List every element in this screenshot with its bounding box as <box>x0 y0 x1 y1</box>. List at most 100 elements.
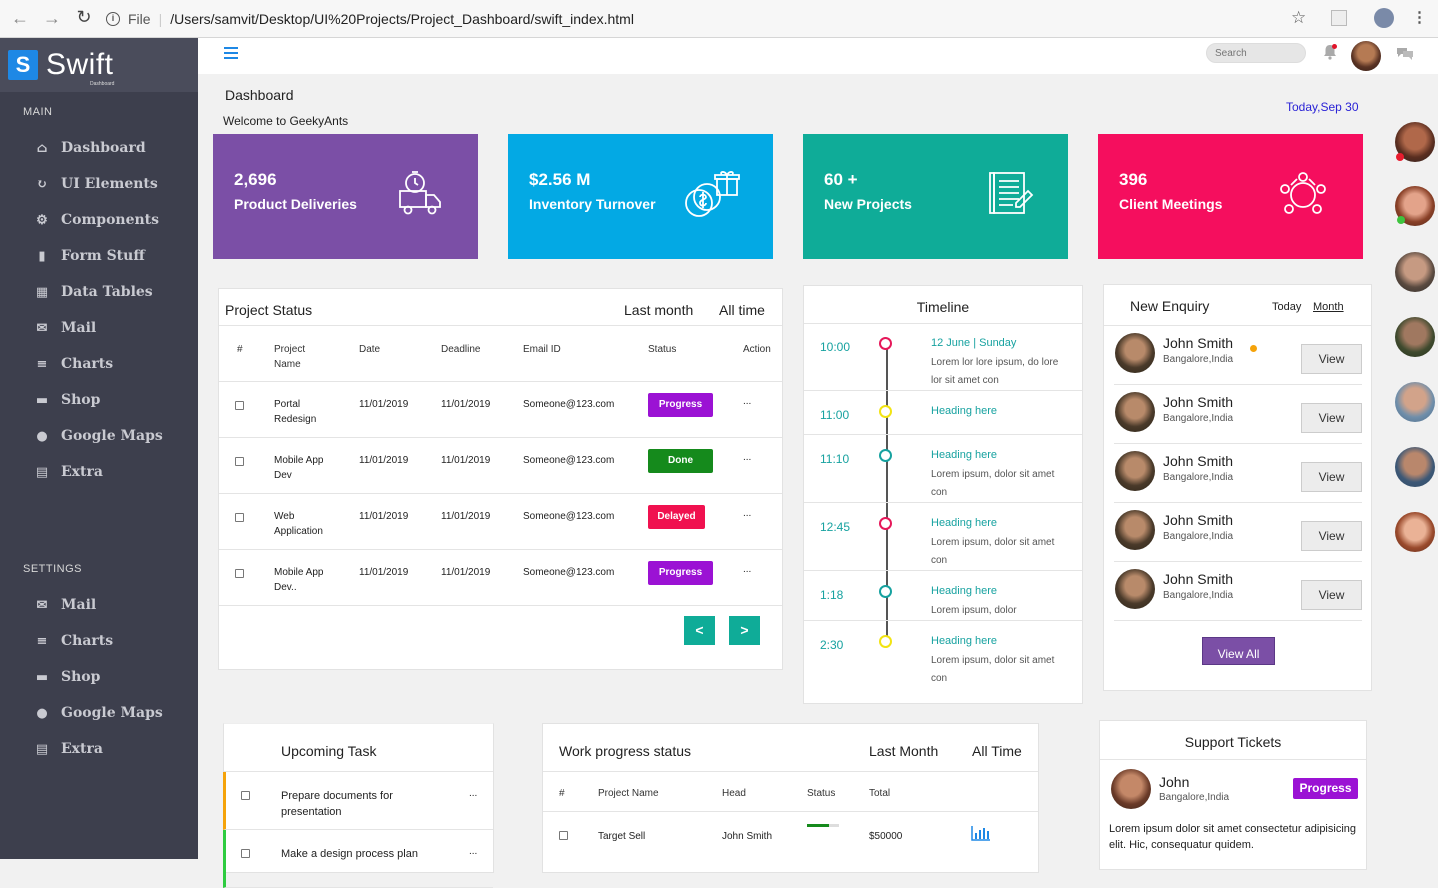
tab-last-month[interactable]: Last month <box>624 302 694 318</box>
extension-icon[interactable] <box>1331 10 1347 26</box>
card-icon: ▬ <box>35 670 49 685</box>
task-action-menu[interactable]: ... <box>469 788 478 799</box>
stat-value: 60 + <box>824 170 858 189</box>
online-user-avatar[interactable] <box>1395 252 1435 292</box>
star-icon[interactable]: ☆ <box>1291 8 1307 27</box>
user-avatar[interactable] <box>1351 41 1381 71</box>
online-user-avatar[interactable] <box>1395 447 1435 487</box>
online-user-avatar[interactable] <box>1395 317 1435 357</box>
tab-all-time[interactable]: All Time <box>972 743 1022 759</box>
sidebar: S Swift Dashboard MAIN ⌂ Dashboard ↻ UI Ele… <box>0 38 198 859</box>
enquiry-location: Bangalore,India <box>1163 354 1234 365</box>
stat-card-inventory-turnover[interactable]: $2.56 M Inventory Turnover <box>508 134 773 259</box>
row-action-menu[interactable]: ... <box>743 564 752 575</box>
row-checkbox[interactable] <box>235 457 244 466</box>
view-button[interactable]: View <box>1301 580 1362 610</box>
cell-date: 11/01/2019 <box>359 567 409 578</box>
panel-title: Upcoming Task <box>281 743 377 759</box>
cell-deadline: 11/01/2019 <box>441 567 491 578</box>
stat-label: Inventory Turnover <box>529 196 656 212</box>
sidebar-item-components[interactable]: ⚙ Components <box>0 202 198 238</box>
task-checkbox[interactable] <box>241 791 250 800</box>
row-action-menu[interactable]: ... <box>743 452 752 463</box>
stat-card-product-deliveries[interactable]: 2,696 Product Deliveries <box>213 134 478 259</box>
sidebar-item-ui-elements[interactable]: ↻ UI Elements <box>0 166 198 202</box>
prev-page-button[interactable]: < <box>684 616 715 645</box>
ticket-name: John <box>1159 774 1190 790</box>
task-checkbox[interactable] <box>241 849 250 858</box>
divider <box>804 434 1082 435</box>
forward-arrow-icon[interactable]: → <box>43 8 61 28</box>
cell-deadline: 11/01/2019 <box>441 399 491 410</box>
online-user-avatar[interactable] <box>1395 512 1435 552</box>
view-button[interactable]: View <box>1301 403 1362 433</box>
sidebar-item-shop[interactable]: ▬ Shop <box>0 659 198 695</box>
online-user-avatar[interactable] <box>1395 382 1435 422</box>
profile-avatar[interactable] <box>1374 8 1394 28</box>
brand[interactable]: S Swift Dashboard <box>0 38 198 92</box>
table-row: Portal Redesign 11/01/2019 11/01/2019 Someo… <box>219 382 782 438</box>
info-icon[interactable]: i <box>106 12 120 26</box>
sidebar-item-charts[interactable]: ≡ Charts <box>0 346 198 382</box>
ticket-text: Lorem ipsum dolor sit amet consectetur a… <box>1109 823 1357 851</box>
search-input[interactable] <box>1206 43 1306 63</box>
tab-all-time[interactable]: All time <box>719 302 765 318</box>
timeline-heading: Heading here <box>931 517 998 529</box>
sidebar-item-extra[interactable]: ▤ Extra <box>0 454 198 490</box>
reload-icon[interactable]: ↻ <box>76 7 92 27</box>
view-button[interactable]: View <box>1301 344 1362 374</box>
stat-card-new-projects[interactable]: 60 + New Projects <box>803 134 1068 259</box>
back-arrow-icon[interactable]: ← <box>11 8 29 28</box>
column-header: Action <box>743 344 771 355</box>
row-checkbox[interactable] <box>235 569 244 578</box>
status-badge: Progress <box>648 393 713 417</box>
status-badge: Done <box>648 449 713 473</box>
view-button[interactable]: View <box>1301 462 1362 492</box>
address-bar[interactable]: i File | /Users/samvit/Desktop/UI%20Proj… <box>106 5 1321 33</box>
sidebar-item-data-tables[interactable]: ▦ Data Tables <box>0 274 198 310</box>
timeline-heading: Heading here <box>931 405 998 417</box>
sidebar-item-label: Shop <box>61 669 101 685</box>
enquiry-location: Bangalore,India <box>1163 531 1234 542</box>
stat-card-client-meetings[interactable]: 396 Client Meetings <box>1098 134 1363 259</box>
next-page-button[interactable]: > <box>729 616 760 645</box>
sidebar-item-google-maps[interactable]: ● Google Maps <box>0 418 198 454</box>
sidebar-item-mail[interactable]: ✉ Mail <box>0 587 198 623</box>
timeline-marker <box>879 635 892 648</box>
chat-icon[interactable] <box>1396 46 1414 60</box>
table-row: Mobile App Dev 11/01/2019 11/01/2019 Someon… <box>219 438 782 494</box>
row-checkbox[interactable] <box>235 401 244 410</box>
section-label-main: MAIN <box>23 106 53 118</box>
task-text: Make a design process plan <box>281 848 418 860</box>
sidebar-item-charts[interactable]: ≡ Charts <box>0 623 198 659</box>
sidebar-item-google-maps[interactable]: ● Google Maps <box>0 695 198 731</box>
row-action-menu[interactable]: ... <box>743 396 752 407</box>
column-header: # <box>237 344 243 355</box>
tab-today[interactable]: Today <box>1272 301 1302 313</box>
cell-date: 11/01/2019 <box>359 511 409 522</box>
timeline-panel: Timeline 10:00 12 June | Sunday Lorem lor … <box>803 285 1083 704</box>
sidebar-item-mail[interactable]: ✉ Mail <box>0 310 198 346</box>
row-checkbox[interactable] <box>559 831 568 840</box>
bar-chart-icon[interactable] <box>971 825 991 841</box>
gear-icon: ⚙ <box>36 213 48 228</box>
bell-icon[interactable] <box>1322 44 1338 60</box>
sidebar-item-form-stuff[interactable]: ▮ Form Stuff <box>0 238 198 274</box>
task-action-menu[interactable]: ... <box>469 846 478 857</box>
enquiry-name: John Smith <box>1163 394 1234 410</box>
cell-deadline: 11/01/2019 <box>441 455 491 466</box>
tab-last-month[interactable]: Last Month <box>869 743 939 759</box>
row-checkbox[interactable] <box>235 513 244 522</box>
sidebar-item-shop[interactable]: ▬ Shop <box>0 382 198 418</box>
tab-month[interactable]: Month <box>1313 301 1344 313</box>
enquiry-location: Bangalore,India <box>1163 472 1234 483</box>
sidebar-item-extra[interactable]: ▤ Extra <box>0 731 198 767</box>
view-button[interactable]: View <box>1301 521 1362 551</box>
view-all-button[interactable]: View All <box>1202 637 1275 665</box>
kebab-menu-icon[interactable]: ⋮ <box>1412 9 1427 26</box>
row-action-menu[interactable]: ... <box>743 508 752 519</box>
sidebar-item-dashboard[interactable]: ⌂ Dashboard <box>0 130 198 166</box>
hamburger-menu-icon[interactable] <box>224 47 238 59</box>
online-status-dot <box>1397 216 1405 224</box>
divider <box>1114 620 1362 621</box>
